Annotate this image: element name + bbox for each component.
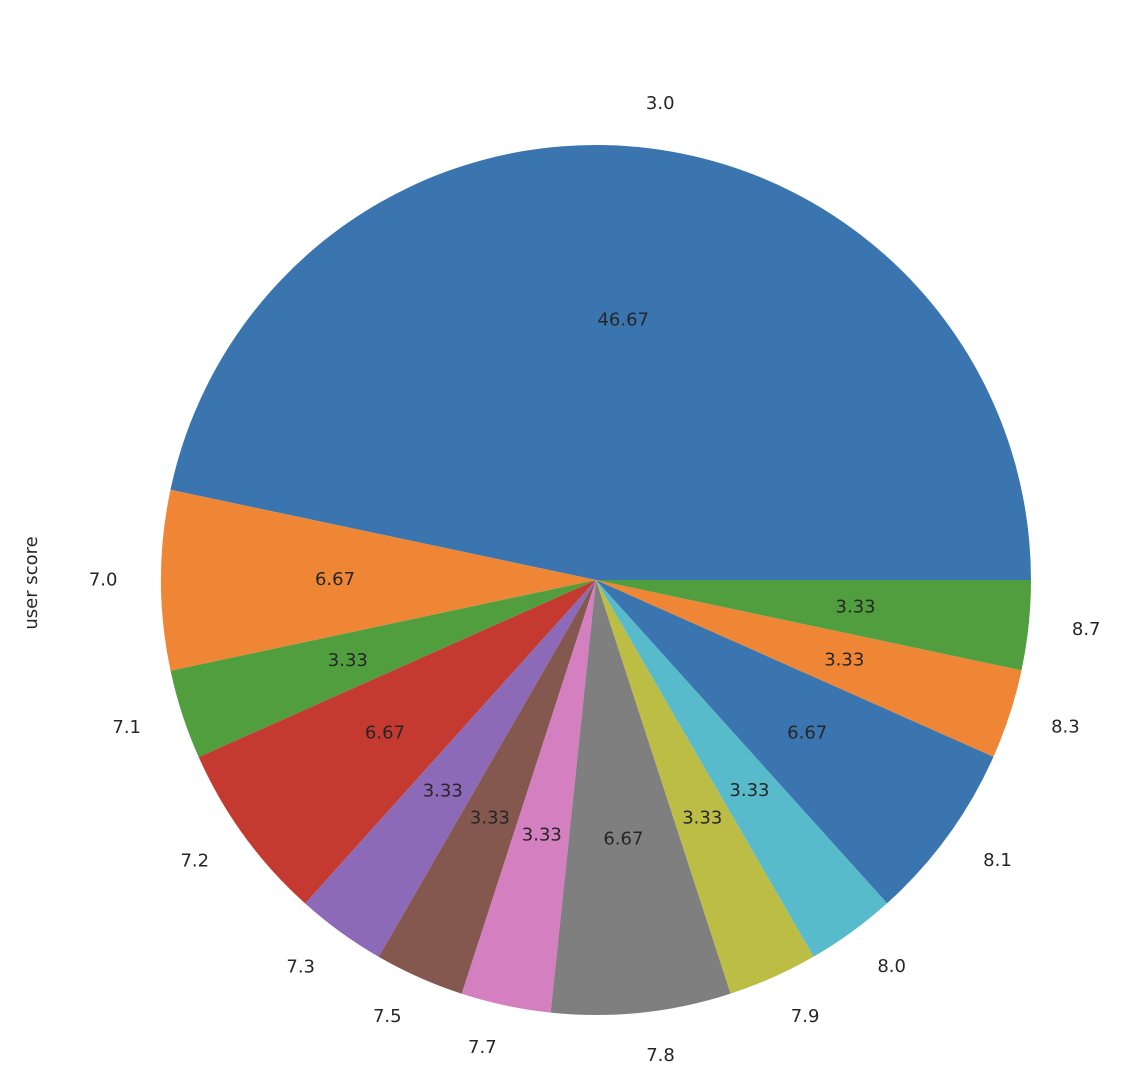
pie-slice: [550, 580, 731, 1015]
slice-label: 7.3: [286, 956, 315, 977]
slice-label: 7.1: [112, 717, 141, 738]
value-label: 46.67: [597, 309, 649, 330]
pie-slice: [170, 580, 597, 758]
slice-label: 7.0: [89, 569, 118, 590]
pie-slice: [305, 580, 596, 957]
value-label: 6.67: [365, 723, 405, 744]
value-label: 6.67: [603, 829, 643, 850]
slice-label: 7.7: [468, 1037, 497, 1058]
value-label: 3.33: [522, 824, 562, 845]
pie-slice: [378, 580, 596, 994]
value-label: 3.33: [470, 807, 510, 828]
slice-label: 8.0: [877, 956, 906, 977]
y-axis-label: user score: [21, 536, 42, 629]
slice-label: 8.1: [983, 850, 1012, 871]
slice-label: 7.5: [373, 1006, 402, 1027]
slice-label: 7.2: [180, 851, 209, 872]
pie-slice: [461, 580, 596, 1013]
pie-slice: [198, 580, 596, 904]
pie-slice: [161, 489, 596, 671]
slice-label: 8.7: [1072, 619, 1101, 640]
pie-slice: [596, 580, 1022, 757]
slice-label: 3.0: [646, 93, 675, 114]
pie-slice: [596, 580, 1031, 671]
pie-slice: [596, 580, 888, 957]
pie-slice: [170, 144, 1031, 580]
value-label: 3.33: [729, 780, 769, 801]
value-label: 6.67: [315, 569, 355, 590]
value-label: 3.33: [836, 596, 876, 617]
value-label: 3.33: [423, 780, 463, 801]
value-label: 3.33: [824, 650, 864, 671]
value-label: 6.67: [787, 722, 827, 743]
value-label: 3.33: [328, 650, 368, 671]
slice-label: 8.3: [1051, 717, 1080, 738]
value-label: 3.33: [682, 807, 722, 828]
pie-slice: [596, 580, 814, 994]
slice-label: 7.8: [646, 1045, 675, 1066]
pie-slice: [596, 580, 994, 904]
slice-label: 7.9: [791, 1006, 820, 1027]
